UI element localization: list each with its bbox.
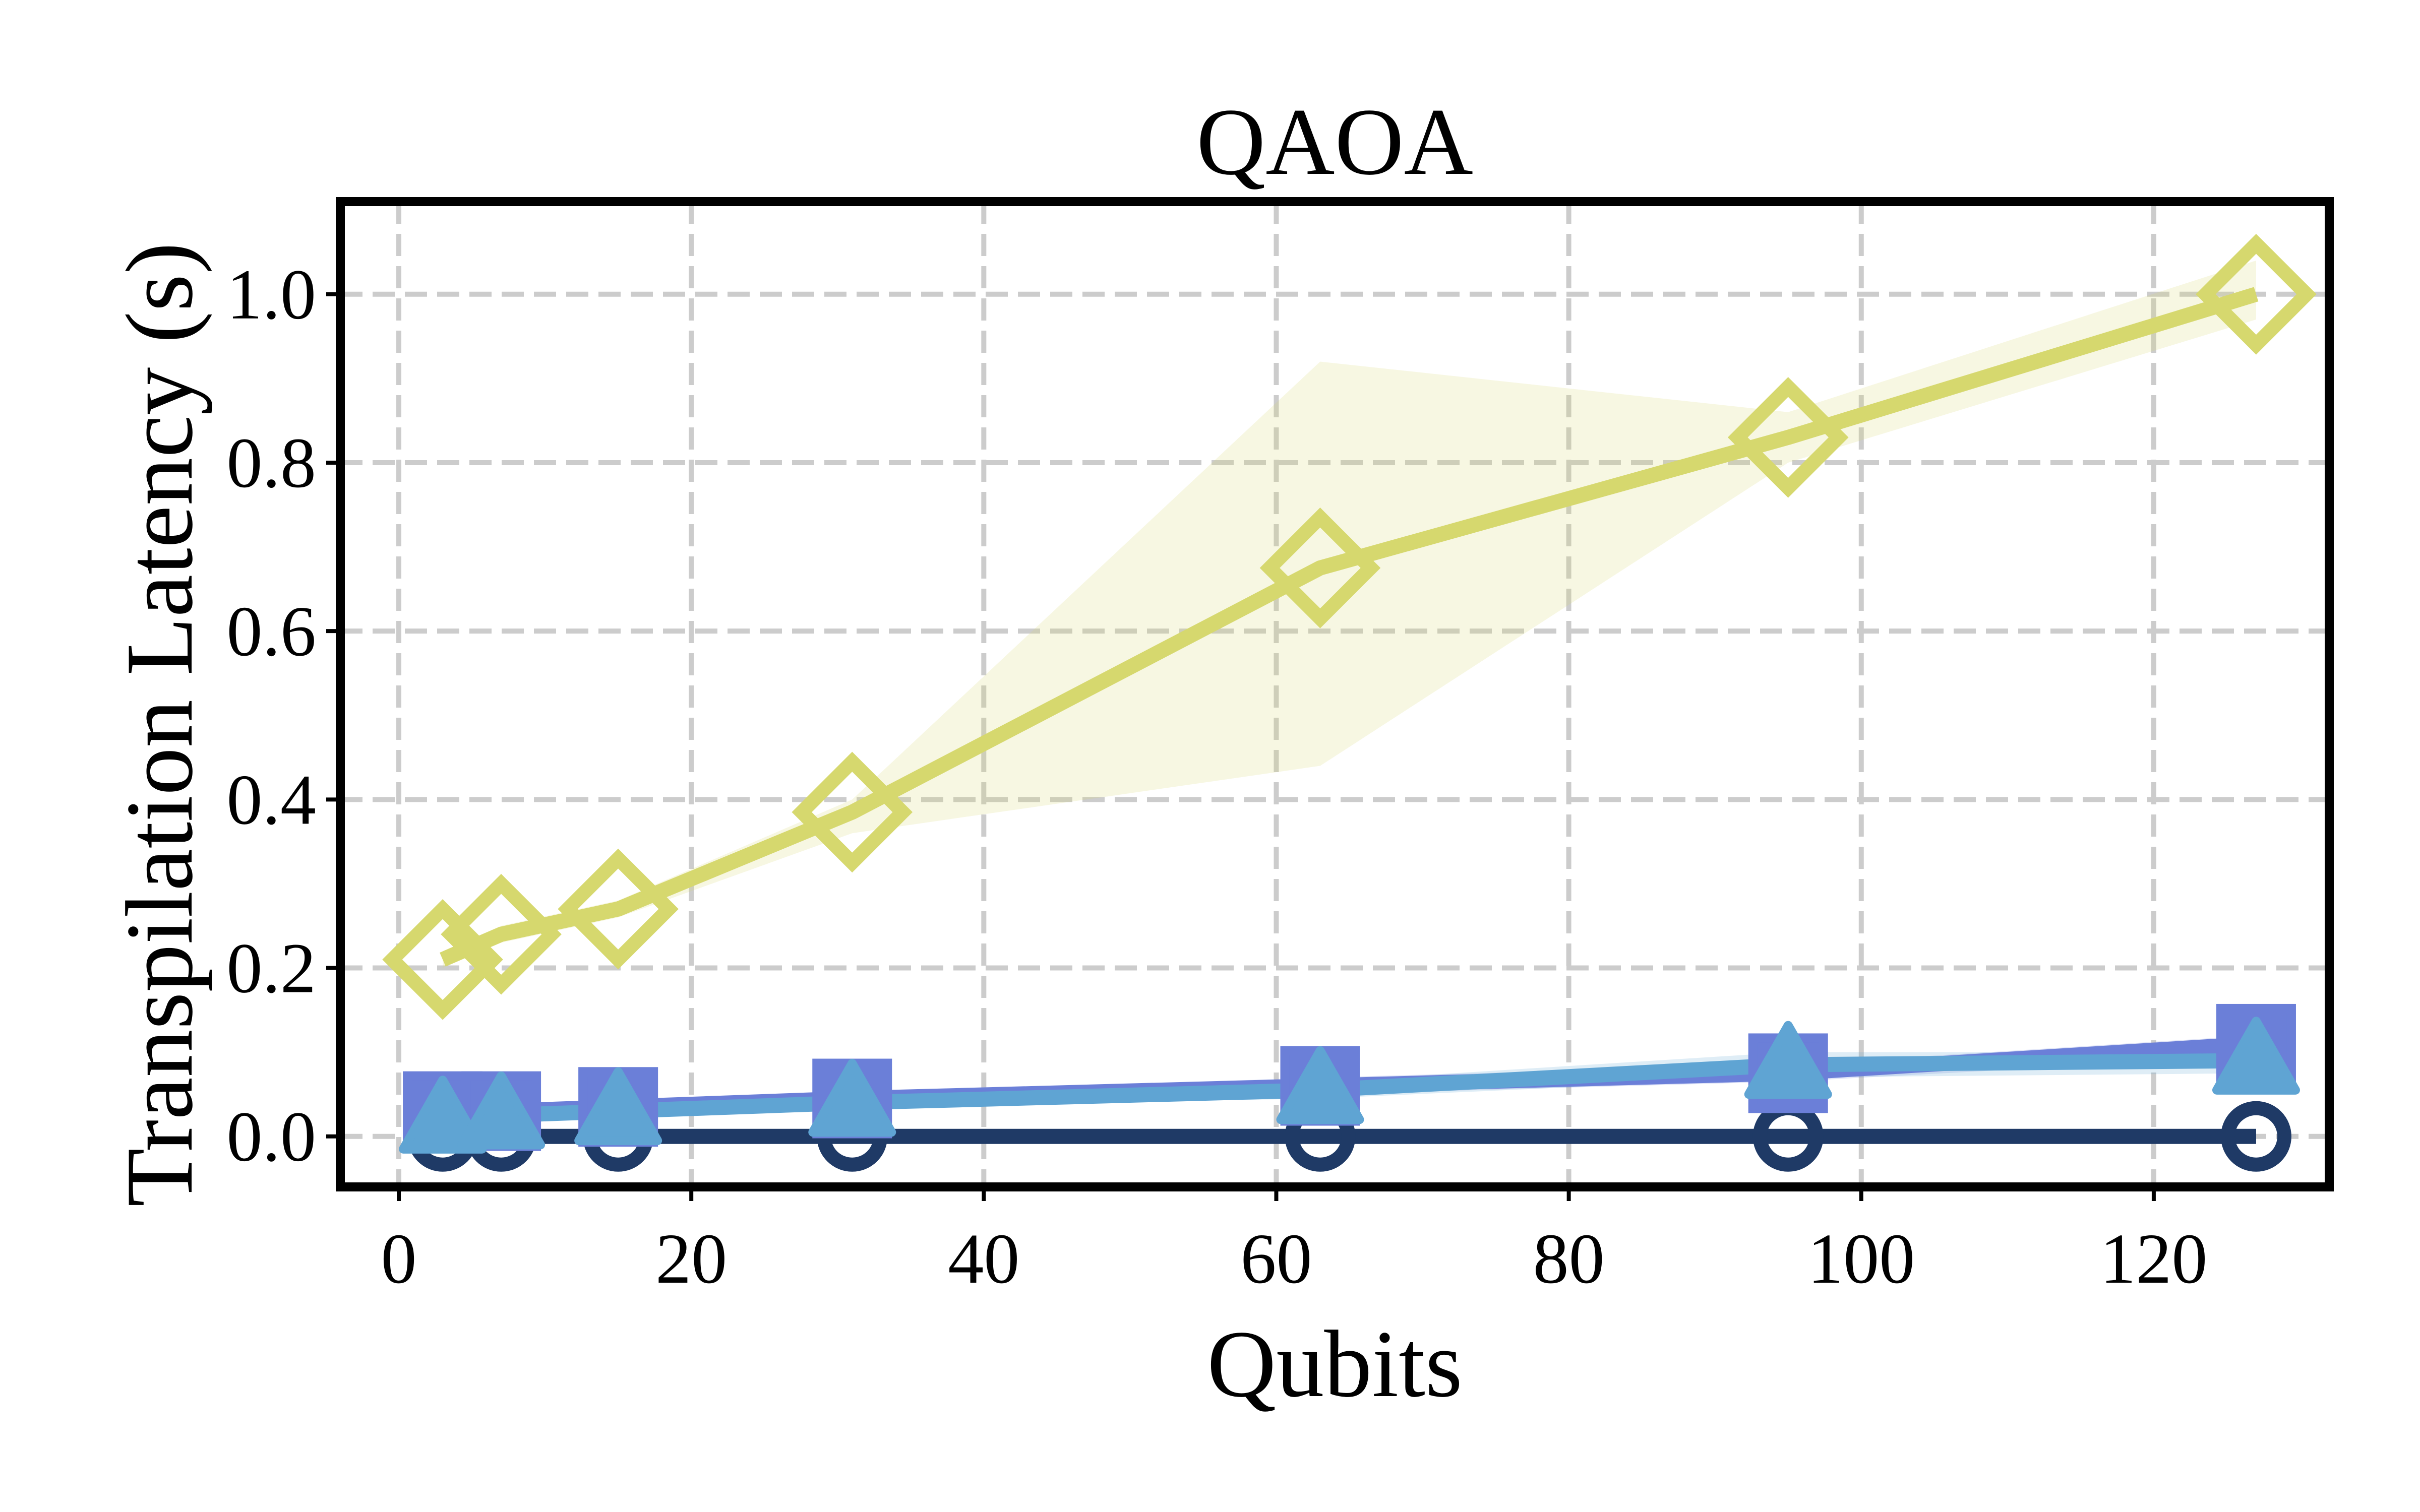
series-2-point-2 — [574, 1067, 662, 1146]
series-2-point-0 — [399, 1076, 487, 1154]
series-0-point-4 — [1259, 508, 1381, 628]
y-tick-label-1: 0.2 — [227, 928, 317, 1008]
grid — [340, 202, 2329, 1187]
y-tick-label-4: 0.8 — [227, 423, 317, 502]
x-tick-label-0: 0 — [381, 1219, 417, 1298]
series-0-point-2 — [558, 848, 679, 970]
series-0-point-1 — [441, 873, 562, 995]
series-0-point-6 — [2196, 234, 2317, 355]
x-tick-label-5: 100 — [1807, 1219, 1915, 1298]
y-tick-label-3: 0.6 — [227, 591, 317, 671]
series-2-point-6 — [2212, 1017, 2300, 1095]
x-axis-ticks: 0 20 40 60 80 100 120 — [381, 1187, 2207, 1298]
y-axis-ticks: 0.0 0.2 0.4 0.6 0.8 1.0 — [227, 255, 340, 1176]
y-tick-label-5: 1.0 — [227, 255, 317, 334]
x-axis-label: Qubits — [1207, 1311, 1463, 1417]
plot-frame — [336, 197, 2334, 1191]
series-2-point-5 — [1744, 1021, 1832, 1099]
x-tick-label-1: 20 — [655, 1219, 727, 1298]
x-tick-label-3: 60 — [1240, 1219, 1312, 1298]
x-tick-label-2: 40 — [948, 1219, 1019, 1298]
series-0-point-0 — [382, 899, 503, 1020]
y-tick-label-0: 0.0 — [227, 1097, 317, 1176]
y-tick-label-2: 0.4 — [227, 760, 317, 839]
series-markers — [382, 234, 2317, 1172]
x-tick-label-6: 120 — [2100, 1219, 2207, 1298]
chart-title: QAOA — [1196, 89, 1473, 195]
series-3-point-6 — [2220, 1101, 2291, 1172]
series-2-point-1 — [457, 1071, 546, 1150]
series-2-point-3 — [808, 1058, 896, 1137]
series-0-point-5 — [1727, 377, 1849, 498]
x-tick-label-4: 80 — [1533, 1219, 1605, 1298]
confidence-bands — [443, 260, 2256, 1124]
series-2-point-4 — [1276, 1046, 1364, 1124]
series-0-point-3 — [792, 751, 913, 873]
y-axis-label: Transpilation Latency (s) — [107, 242, 213, 1207]
series-0-line — [440, 287, 2259, 967]
